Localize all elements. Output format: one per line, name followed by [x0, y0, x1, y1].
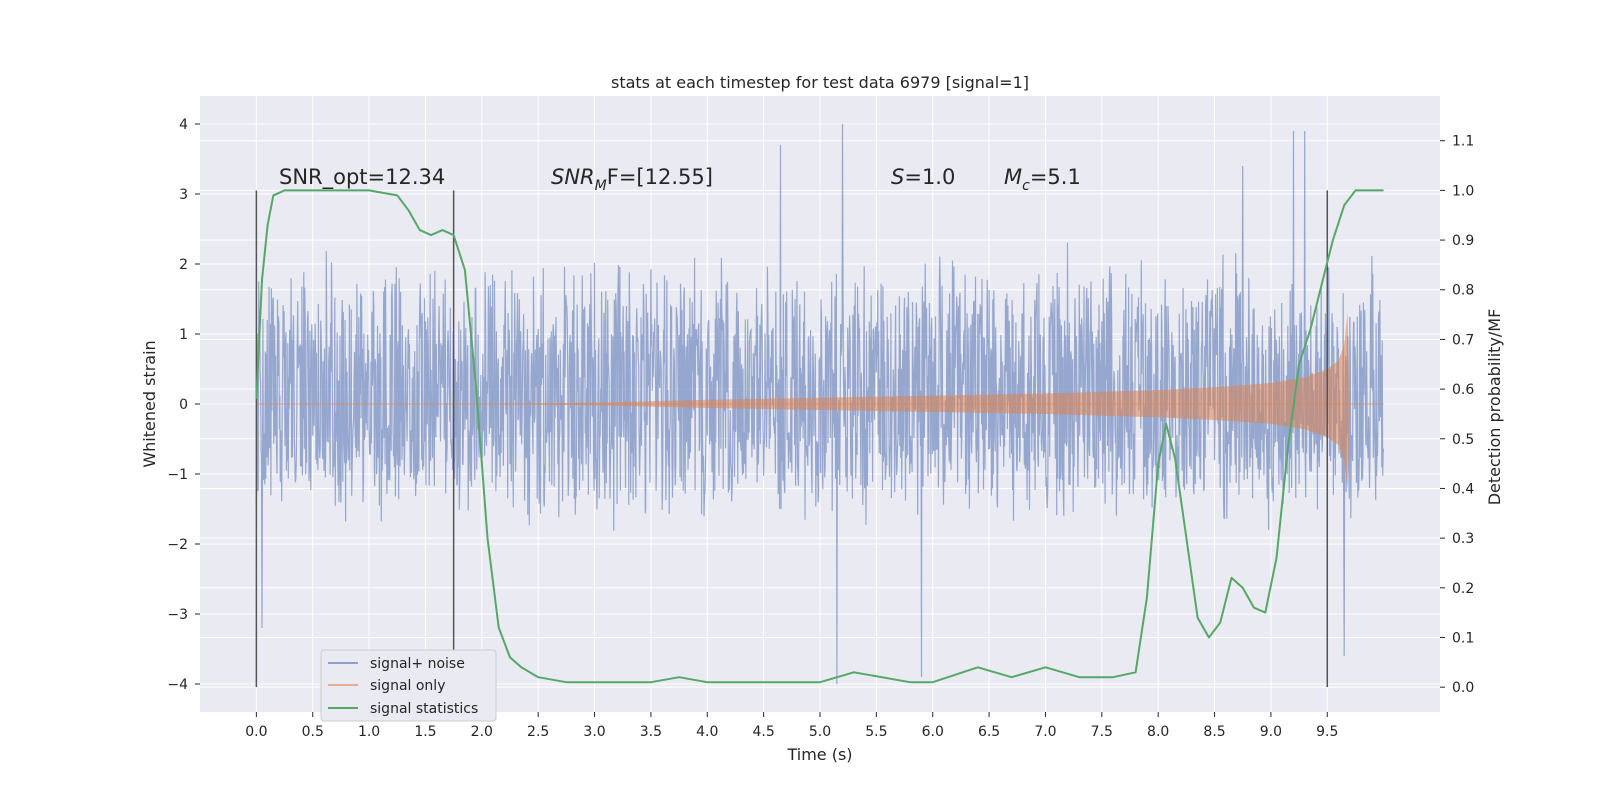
y-right-tick-label: 1.0 — [1452, 183, 1474, 199]
y-right-tick-label: 0.6 — [1452, 382, 1474, 398]
x-tick-label: 8.0 — [1147, 724, 1169, 740]
y-right-tick-label: 0.3 — [1452, 531, 1474, 547]
annotation-mc-sub: c — [1022, 178, 1030, 194]
x-tick-label: 7.5 — [1091, 724, 1113, 740]
annotation-s: S=1.0 — [891, 165, 955, 189]
x-tick-label: 8.5 — [1203, 724, 1225, 740]
x-tick-label: 3.0 — [583, 724, 605, 740]
y-tick-label: 4 — [179, 117, 188, 133]
chart-title: stats at each timestep for test data 697… — [611, 73, 1029, 92]
y-axis-ticks: 4 3 2 1 0 −1 −2 −3 −4 — [167, 117, 200, 693]
y-tick-label: 2 — [179, 257, 188, 273]
x-tick-label: 9.0 — [1260, 724, 1282, 740]
legend: signal+ noise signal only signal statist… — [320, 649, 497, 722]
annotation-s-rest: =1.0 — [904, 165, 955, 189]
y-right-tick-label: 0.0 — [1452, 680, 1474, 696]
x-tick-label: 1.0 — [358, 724, 380, 740]
x-tick-label: 6.0 — [922, 724, 944, 740]
x-tick-label: 0.5 — [302, 724, 324, 740]
x-tick-label: 1.5 — [414, 724, 436, 740]
y-right-tick-label: 1.1 — [1452, 134, 1474, 150]
y-tick-label: −2 — [167, 537, 188, 553]
grid-y — [200, 123, 1440, 685]
annotation-snr-mf: SNRMF=[12.55] — [551, 165, 713, 194]
legend-box — [320, 649, 497, 722]
annotation-snr-mf-var: SNR — [551, 165, 595, 189]
legend-label-signal-noise: signal+ noise — [370, 656, 465, 672]
annotation-mc: Mc=5.1 — [1004, 165, 1081, 194]
y-tick-label: −4 — [167, 677, 188, 693]
y-right-tick-label: 0.2 — [1452, 581, 1474, 597]
y-tick-label: −3 — [167, 607, 188, 623]
x-tick-label: 0.0 — [245, 724, 267, 740]
annotation-s-var: S — [891, 165, 904, 189]
y-right-tick-label: 0.1 — [1452, 630, 1474, 646]
signal-statistics-line — [255, 189, 1384, 684]
y-axis-right-ticks: 1.1 1.0 0.9 0.8 0.7 0.6 0.5 0.4 0.3 0.2 0.1 0.0 — [1440, 134, 1474, 696]
y-axis-label: Whitened strain — [140, 340, 159, 467]
y-right-tick-label: 0.5 — [1452, 432, 1474, 448]
signal-statistics-series — [255, 189, 1384, 684]
y-right-tick-label: 0.7 — [1452, 332, 1474, 348]
annotation-mc-rest: =5.1 — [1030, 165, 1081, 189]
y-tick-label: 3 — [179, 187, 188, 203]
legend-label-statistics: signal statistics — [370, 701, 478, 717]
x-tick-label: 5.0 — [809, 724, 831, 740]
x-tick-label: 2.0 — [471, 724, 493, 740]
x-tick-label: 2.5 — [527, 724, 549, 740]
signal-noise-line — [255, 123, 1385, 685]
y-tick-label: 0 — [179, 397, 188, 413]
annotation-snr-mf-rest: F=[12.55] — [607, 165, 713, 189]
y-tick-label: 1 — [179, 327, 188, 343]
x-tick-label: 7.0 — [1034, 724, 1056, 740]
signal-noise-series — [255, 123, 1385, 685]
annotation-snr-mf-sub: M — [595, 178, 607, 194]
x-tick-label: 4.5 — [753, 724, 775, 740]
x-tick-label: 5.5 — [865, 724, 887, 740]
x-axis-ticks: 0.0 0.5 1.0 1.5 2.0 2.5 3.0 3.5 4.0 4.5 5.0 5.5 6.0 6… — [245, 712, 1338, 740]
x-tick-label: 4.0 — [696, 724, 718, 740]
legend-label-signal-only: signal only — [370, 678, 445, 694]
vertical-markers — [255, 190, 1329, 688]
x-tick-label: 3.5 — [640, 724, 662, 740]
annotation-mc-var: M — [1004, 165, 1022, 189]
y-right-tick-label: 0.8 — [1452, 283, 1474, 299]
annotation-snr-opt: SNR_opt=12.34 — [279, 165, 445, 190]
y-tick-label: −1 — [167, 467, 188, 483]
x-tick-label: 9.5 — [1316, 724, 1338, 740]
y-right-tick-label: 0.9 — [1452, 233, 1474, 249]
signal-only-band — [256, 313, 1350, 491]
y-right-tick-label: 0.4 — [1452, 481, 1474, 497]
y-axis-right-label: Detection probability/MF — [1485, 309, 1504, 506]
x-axis-label: Time (s) — [786, 745, 852, 764]
signal-only-series — [256, 313, 1384, 491]
x-tick-label: 6.5 — [978, 724, 1000, 740]
